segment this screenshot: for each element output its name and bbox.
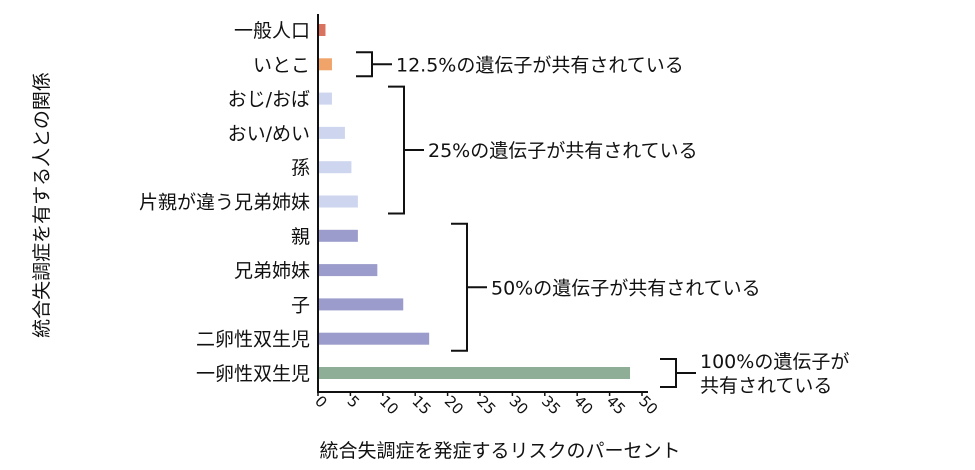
annotation-bracket-0: [356, 51, 392, 78]
category-label-6: 親: [291, 226, 310, 248]
x-tick-label-0: 0: [311, 392, 330, 411]
x-tick-label-3: 15: [408, 392, 434, 418]
category-label-4: 孫: [291, 157, 310, 179]
annotation-text-3-1: 共有されている: [700, 375, 832, 397]
bars-group: [319, 24, 631, 379]
category-label-5: 片親が違う兄弟姉妹: [139, 192, 310, 214]
x-tick-label-4: 20: [441, 392, 467, 418]
bar-7: [319, 264, 378, 277]
category-label-0: 一般人口: [234, 20, 310, 42]
annotation-text-1-0: 25%の遺伝子が共有されている: [428, 140, 698, 162]
x-ticks: 0 5 10 15 20 25 30 35 40 45 50: [311, 392, 661, 418]
annotation-text-2-0: 50%の遺伝子が共有されている: [491, 277, 761, 299]
bar-1: [319, 58, 332, 71]
bar-5: [319, 195, 358, 208]
category-label-10: 一卵性双生児: [196, 363, 310, 385]
category-label-9: 二卵性双生児: [196, 329, 310, 351]
category-label-8: 子: [291, 294, 310, 316]
category-label-3: おい/めい: [228, 123, 310, 145]
category-label-7: 兄弟姉妹: [234, 260, 310, 282]
annotations: 12.5%の遺伝子が共有されている 25%の遺伝子が共有されている 50%の遺伝子が…: [356, 51, 849, 397]
bar-6: [319, 229, 358, 242]
bar-2: [319, 92, 332, 105]
annotation-text-0-0: 12.5%の遺伝子が共有されている: [396, 54, 684, 76]
annotation-bracket-1: [388, 85, 424, 215]
x-tick-label-9: 45: [603, 392, 629, 418]
annotation-bracket-2: [451, 222, 487, 352]
bar-4: [319, 161, 352, 174]
x-tick-label-10: 50: [635, 392, 661, 418]
x-tick-label-5: 25: [473, 392, 499, 418]
category-label-2: おじ/おば: [228, 89, 310, 111]
x-axis-title: 統合失調症を発症するリスクのパーセント: [319, 440, 680, 462]
bar-9: [319, 332, 430, 345]
annotation-text-3-0: 100%の遺伝子が: [700, 351, 849, 373]
bar-0: [319, 24, 326, 36]
bar-3: [319, 126, 345, 139]
x-tick-label-1: 5: [344, 392, 363, 411]
bar-8: [319, 298, 404, 311]
x-tick-label-2: 10: [376, 392, 402, 418]
annotation-bracket-3: [660, 358, 696, 388]
category-labels: 一般人口いとこおじ/おばおい/めい孫片親が違う兄弟姉妹親兄弟姉妹子二卵性双生児一…: [139, 20, 310, 385]
bar-10: [319, 367, 631, 379]
y-axis-title: 統合失調症を有する人との関係: [31, 72, 53, 338]
x-tick-label-6: 30: [506, 392, 532, 418]
x-tick-label-7: 35: [538, 392, 564, 418]
category-label-1: いとこ: [253, 54, 310, 76]
x-tick-label-8: 40: [570, 392, 596, 418]
